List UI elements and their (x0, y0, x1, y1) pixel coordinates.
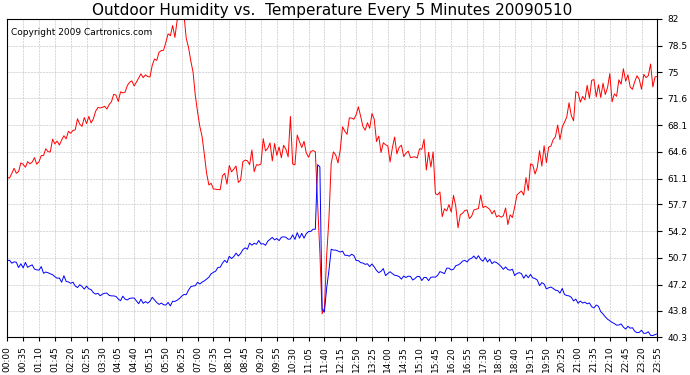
Text: Copyright 2009 Cartronics.com: Copyright 2009 Cartronics.com (10, 28, 152, 38)
Title: Outdoor Humidity vs.  Temperature Every 5 Minutes 20090510: Outdoor Humidity vs. Temperature Every 5… (92, 3, 573, 18)
